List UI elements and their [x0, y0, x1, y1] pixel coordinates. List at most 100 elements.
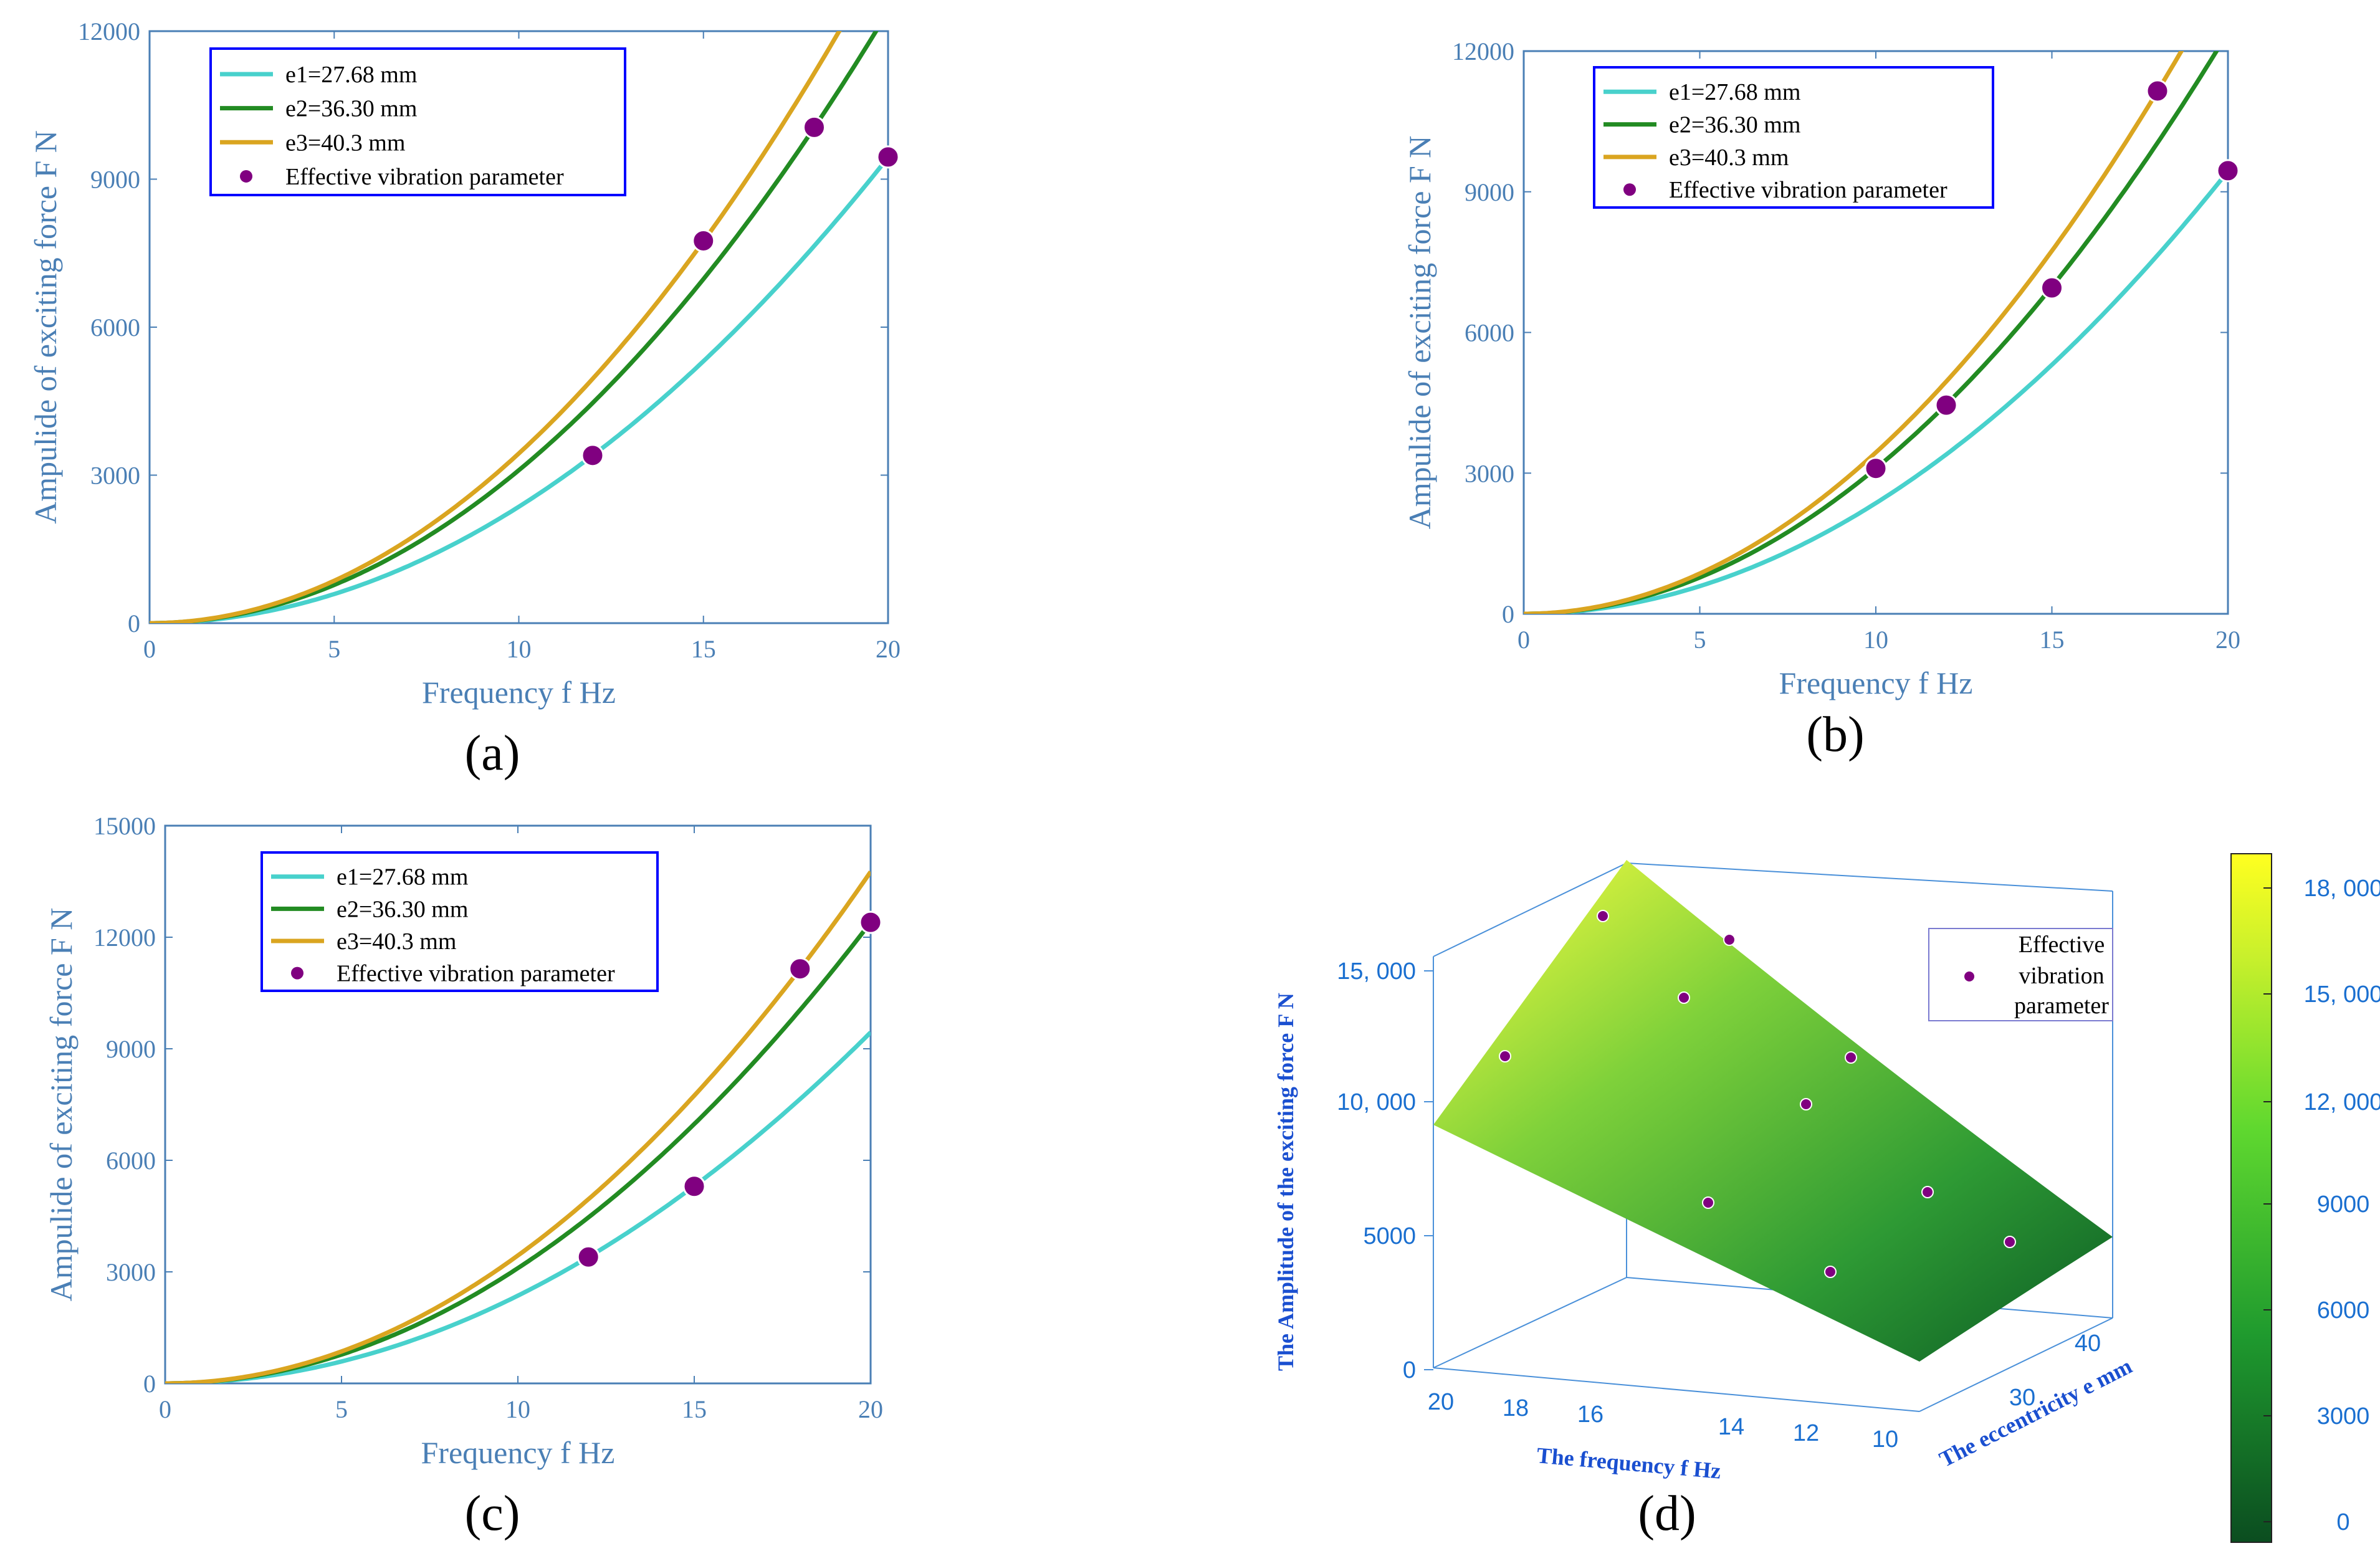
data-point: [692, 229, 715, 252]
legend-line-1: Effective: [2019, 932, 2105, 958]
y-axis-label: Ampulide of exciting force F N: [28, 130, 63, 524]
x-axis-label: Frequency f Hz: [421, 1435, 615, 1470]
surface-data-point: [1499, 1050, 1511, 1062]
caption-b: (b): [1806, 707, 1864, 762]
surface-data-point: [1702, 1196, 1714, 1209]
x-tick-label: 0: [1517, 626, 1530, 654]
legend-label-points: Effective vibration parameter: [337, 961, 615, 987]
x-tick-label: 10: [507, 635, 532, 663]
series-curves: [165, 871, 871, 1383]
legend-point-marker: [1623, 183, 1636, 196]
colorbar-ticks: 0 3000 6000 9000 12, 000 15, 000 18, 000: [2263, 876, 2380, 1535]
y-tick-label: 6000: [106, 1147, 156, 1175]
y-tick-label: 40: [2075, 1330, 2101, 1357]
surface-data-point: [2004, 1236, 2016, 1248]
y-tick-label: 9000: [106, 1035, 156, 1063]
x-tick-label: 20: [858, 1395, 883, 1423]
legend-box: [1928, 928, 2113, 1021]
back-edge-top-left: [1433, 862, 1627, 957]
z-tick-label: 5000: [1363, 1223, 1416, 1249]
y-tick-label: 6000: [90, 313, 140, 341]
caption-a: (a): [465, 726, 520, 781]
floor-front-edge: [1433, 1367, 1920, 1412]
colorbar-tick-label: 12, 000: [2304, 1089, 2380, 1115]
series-line-e3: [165, 871, 871, 1383]
data-point: [682, 1175, 706, 1198]
x-axis-label: The frequency f Hz: [1536, 1443, 1722, 1484]
x-tick-label: 14: [1718, 1414, 1744, 1440]
chart-panel-c: 0 5 10 15 20 0 3000 6000 9000 12000 15000 Frequency…: [44, 812, 883, 1541]
legend-point-marker: [1964, 971, 1974, 981]
x-tick-label: 20: [1428, 1389, 1454, 1415]
surface-frame: [1433, 862, 2113, 1412]
y-tick-label: 3000: [106, 1258, 156, 1286]
x-tick-label: 10: [505, 1395, 530, 1423]
series-line-e3: [150, 31, 842, 623]
legend-label-e3: e3=40.3 mm: [1669, 145, 1789, 171]
floor-left-edge: [1433, 1277, 1627, 1368]
surface-data-point: [1723, 933, 1736, 946]
x-tick-label: 20: [876, 635, 901, 663]
x-tick-label: 10: [1872, 1426, 1898, 1453]
legend-label-e1: e1=27.68 mm: [337, 864, 468, 890]
z-tick-label: 15, 000: [1337, 958, 1416, 985]
z-tick-label: 0: [1403, 1357, 1416, 1383]
x-axis-label: Frequency f Hz: [422, 675, 616, 710]
x-tick-label: 15: [2040, 626, 2065, 654]
y-tick-label: 9000: [1465, 178, 1514, 206]
series-curves: [150, 31, 888, 623]
series-line-e1: [1524, 169, 2228, 614]
z-axis-label: The Amplitude of the exciting force F N: [1273, 993, 1298, 1371]
x-tick-label: 15: [691, 635, 716, 663]
y-tick-label: 15000: [93, 812, 156, 840]
legend-label-e3: e3=40.3 mm: [337, 928, 456, 955]
legend-box: [260, 851, 659, 992]
y-axis-ticks: 30 40: [2009, 1330, 2101, 1411]
colorbar-tick-label: 15, 000: [2304, 981, 2380, 1008]
data-point: [876, 145, 900, 169]
data-point: [1864, 457, 1888, 480]
chart-panel-a: 0 5 10 15 20 0 3000 6000 9000 12000 Frequency f Hz…: [28, 17, 901, 781]
y-tick-label: 12000: [78, 17, 140, 45]
colorbar-tick-label: 9000: [2317, 1191, 2370, 1218]
x-tick-label: 16: [1577, 1401, 1603, 1428]
legend-label-e1: e1=27.68 mm: [285, 62, 417, 88]
series-line-e3: [1524, 51, 2184, 614]
colorbar-tick-label: 6000: [2317, 1297, 2370, 1324]
data-point: [1934, 393, 1958, 417]
colorbar-tick-label: 3000: [2317, 1403, 2370, 1430]
x-tick-label: 12: [1793, 1420, 1819, 1446]
legend-label-e2: e2=36.30 mm: [285, 96, 417, 122]
caption-d: (d): [1638, 1486, 1696, 1541]
x-axis-label: Frequency f Hz: [1779, 666, 1973, 700]
legend-point-marker: [291, 967, 303, 980]
legend-box: [1593, 66, 1994, 209]
legend-box: [209, 47, 626, 196]
data-point: [803, 115, 826, 139]
x-tick-label: 5: [335, 1395, 348, 1423]
x-axis-ticks: 20 18 16 14 12 10: [1428, 1389, 1898, 1453]
chart-panel-d: 0 5000 10, 000 15, 000 20 18 16 14 12 10 30 40 Th…: [1273, 853, 2380, 1543]
x-tick-label: 10: [1863, 626, 1888, 654]
y-tick-label: 6000: [1465, 319, 1514, 347]
colorbar: 0 3000 6000 9000 12, 000 15, 000 18, 000: [2230, 853, 2380, 1543]
legend-label-points: Effective vibration parameter: [1669, 177, 1947, 203]
x-tick-label: 0: [159, 1395, 171, 1423]
surface-points: [1499, 910, 2016, 1278]
back-edge-top: [1626, 862, 2113, 892]
y-tick-label: 0: [128, 609, 140, 637]
legend-label-e2: e2=36.30 mm: [1669, 112, 1800, 138]
x-tick-label: 0: [143, 635, 156, 663]
y-axis-label: The eccentricity e mm: [1935, 1353, 2136, 1472]
data-point: [788, 957, 812, 981]
legend-label-e3: e3=40.3 mm: [285, 130, 405, 156]
data-point: [576, 1245, 600, 1269]
colorbar-tick-label: 18, 000: [2304, 876, 2380, 902]
surface-data-point: [1921, 1186, 1934, 1198]
data-point: [859, 910, 882, 934]
series-line-e1: [165, 1031, 871, 1383]
surface-data-point: [1824, 1266, 1837, 1278]
y-tick-label: 3000: [90, 462, 140, 490]
data-point: [581, 444, 605, 467]
response-surface: [1433, 860, 2113, 1362]
